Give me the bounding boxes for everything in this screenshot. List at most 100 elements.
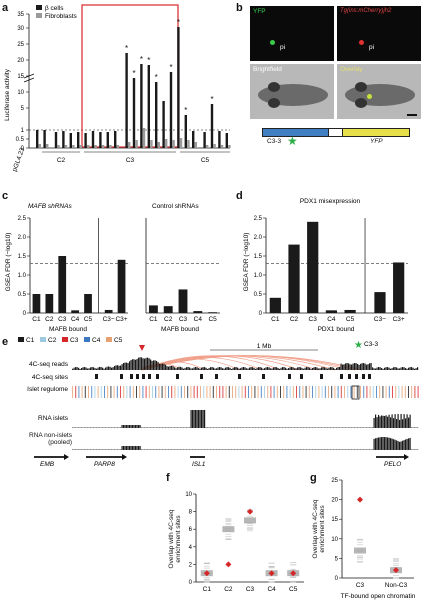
- regulome-element: [110, 386, 112, 398]
- read-bar: [195, 366, 197, 370]
- rna-nonislet-bar: [153, 449, 155, 450]
- 4c-site: [95, 374, 98, 379]
- rna-nonislet-bar: [247, 449, 249, 450]
- ytick-label: 0.5: [254, 292, 263, 298]
- rna-nonislet-bar: [99, 449, 101, 450]
- read-bar: [277, 368, 279, 370]
- read-bar: [372, 367, 374, 370]
- bar-fibroblast: [109, 145, 112, 148]
- regulome-element: [200, 386, 201, 398]
- read-bar: [348, 363, 350, 370]
- rna-islet-bar: [289, 427, 291, 428]
- rna-nonislet-bar: [181, 449, 183, 450]
- read-bar: [315, 367, 317, 370]
- bar-C5: [84, 294, 92, 313]
- regulome-element: [129, 386, 131, 398]
- read-bar: [324, 367, 326, 370]
- read-bar: [150, 359, 152, 370]
- rna-nonislet-bar: [295, 449, 297, 450]
- rna-nonislet-bar: [283, 449, 285, 450]
- rna-nonislet-bar: [133, 446, 135, 450]
- regulome-element: [388, 386, 390, 398]
- bar-fibroblast: [172, 140, 175, 148]
- read-bar: [90, 367, 92, 370]
- rna-islet-bar: [361, 427, 363, 428]
- rna-nonislet-bar: [375, 438, 377, 450]
- xtick-C3: C3: [246, 586, 255, 593]
- read-bar: [141, 357, 143, 370]
- rna-nonislet-bar: [340, 449, 342, 450]
- 4c-site: [288, 374, 291, 379]
- bar-fibroblast: [94, 145, 97, 148]
- gene-arrow-icon: [122, 454, 127, 460]
- ytick-label: 0.5: [18, 292, 27, 298]
- rna-islet-bar: [280, 427, 282, 428]
- rna-islet-bar: [360, 427, 362, 428]
- bar-fibroblast: [165, 139, 168, 148]
- read-bar: [282, 367, 284, 370]
- rna-islet-bar: [373, 417, 375, 428]
- read-bar: [234, 367, 236, 370]
- gene-arrow-icon: [404, 454, 409, 460]
- rna-islet-bar: [216, 427, 218, 428]
- rna-nonislet-bar: [136, 446, 138, 450]
- rna-islet-bar: [204, 410, 206, 428]
- regulome-element: [411, 386, 413, 398]
- star-icon: ★: [287, 134, 298, 148]
- rna-nonislet-bar: [93, 449, 95, 450]
- read-bar: [157, 362, 159, 370]
- bar-fibroblast: [38, 144, 41, 148]
- rna-islet-bar: [177, 427, 179, 428]
- read-bar: [303, 368, 305, 370]
- rna-islet-bar: [229, 427, 231, 428]
- read-bar: [268, 367, 270, 370]
- rna-nonislet-bar: [192, 449, 194, 450]
- rna-islet-bar: [342, 427, 344, 428]
- group-label-c2: C2: [57, 157, 66, 164]
- read-bar: [139, 357, 141, 370]
- rna-islet-bar: [376, 417, 378, 428]
- read-bar: [301, 368, 303, 370]
- rna-nonislet-bar: [199, 449, 201, 450]
- track-label-rna-islets: RNA islets: [38, 415, 69, 422]
- rna-islet-bar: [355, 427, 357, 428]
- ytick-label: 10: [17, 90, 24, 96]
- read-bar: [370, 363, 372, 370]
- rna-islet-bar: [117, 427, 119, 428]
- read-bar: [180, 366, 182, 370]
- xtick-Non-C3: Non-C3: [385, 582, 408, 589]
- rna-islet-bar: [73, 427, 75, 428]
- regulome-element: [289, 386, 291, 398]
- rna-islet-bar: [372, 427, 374, 428]
- ytick-label: 5: [21, 106, 25, 112]
- read-bar: [172, 366, 174, 370]
- rna-nonislet-bar: [400, 441, 402, 450]
- rna-islet-bar: [271, 427, 273, 428]
- 4c-site: [348, 374, 351, 379]
- rna-nonislet-bar: [190, 449, 192, 450]
- xtick-C3+: C3+: [393, 316, 405, 323]
- rna-nonislet-bar: [222, 449, 224, 450]
- 4c-site: [262, 374, 265, 379]
- bar-beta: [91, 131, 95, 148]
- rna-islet-bar: [184, 427, 186, 428]
- bar-fibroblast: [79, 145, 82, 148]
- read-bar: [255, 368, 257, 370]
- panel-c-right-plot: C1 C2 C3 C4 C5: [145, 218, 220, 323]
- tile-label-overlay: Overlay: [340, 66, 363, 73]
- panel-g-ylabel: Overlap with 4C-seq enrichment sites: [312, 499, 326, 559]
- rna-islet-bar: [363, 427, 365, 428]
- regulome-element: [228, 386, 230, 398]
- panel-letter-b: b: [236, 2, 243, 14]
- panel-c-left-xlabel: MAFB bound: [49, 326, 87, 333]
- read-bar: [319, 368, 321, 370]
- rna-nonislet-bar: [180, 449, 182, 450]
- regulome-element: [286, 386, 288, 398]
- rna-nonislet-bar: [148, 449, 150, 450]
- regulome-element: [72, 386, 73, 398]
- read-bar: [291, 367, 293, 370]
- read-bar: [204, 367, 206, 370]
- rna-islet-bar: [379, 416, 381, 428]
- rna-islet-bar: [349, 427, 351, 428]
- rna-islet-bar: [210, 427, 212, 428]
